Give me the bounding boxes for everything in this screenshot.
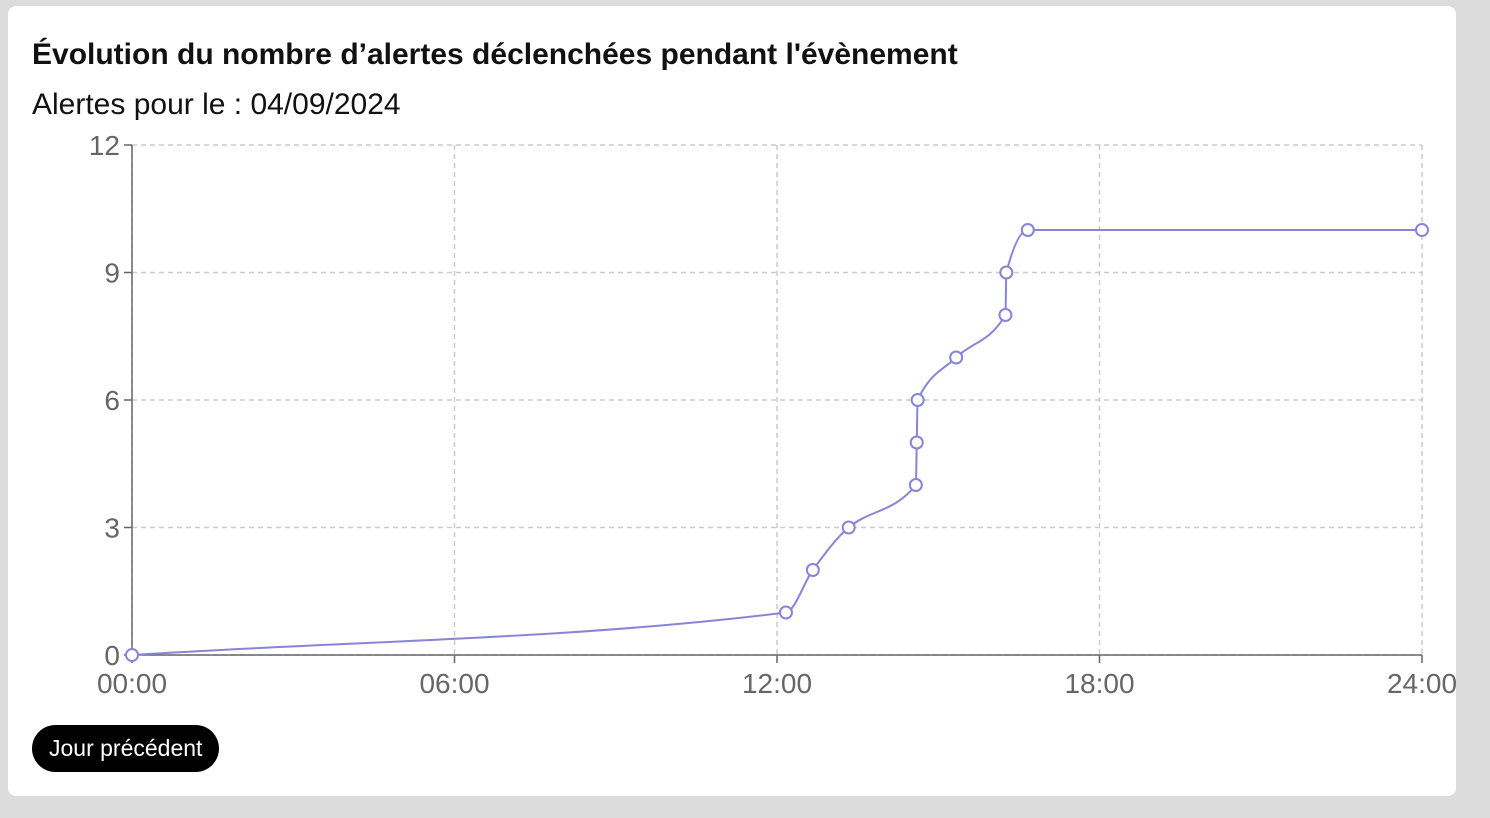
- x-tick-label: 18:00: [1064, 668, 1134, 699]
- data-point: [125, 648, 139, 662]
- chart-subtitle: Alertes pour le : 04/09/2024: [32, 88, 401, 121]
- y-tick-label: 6: [104, 385, 120, 416]
- data-point: [908, 478, 923, 492]
- y-tick-label: 9: [104, 258, 120, 289]
- x-tick-label: 12:00: [742, 668, 812, 699]
- data-point: [999, 265, 1014, 280]
- data-point: [949, 350, 964, 365]
- x-tick-label: 00:00: [97, 668, 167, 699]
- chart-card: Évolution du nombre d’alertes déclenchée…: [8, 6, 1456, 796]
- data-point: [805, 563, 820, 577]
- y-tick-label: 0: [104, 640, 120, 671]
- previous-day-button[interactable]: Jour précédent: [32, 725, 220, 772]
- data-point: [998, 308, 1013, 322]
- x-tick-label: 24:00: [1387, 668, 1456, 699]
- x-tick-label: 06:00: [419, 668, 489, 699]
- chart-title: Évolution du nombre d’alertes déclenchée…: [32, 38, 958, 71]
- y-tick-label: 3: [104, 513, 120, 544]
- data-point: [910, 393, 925, 407]
- data-point: [1415, 223, 1429, 237]
- data-point: [778, 605, 793, 620]
- y-tick-label: 12: [89, 130, 120, 161]
- line-chart: 0 3 6 9 12 00:00 06:00 12:00 18:00 24:00: [89, 130, 1456, 699]
- data-point: [909, 435, 924, 450]
- data-point: [1020, 223, 1035, 237]
- data-point: [841, 520, 856, 535]
